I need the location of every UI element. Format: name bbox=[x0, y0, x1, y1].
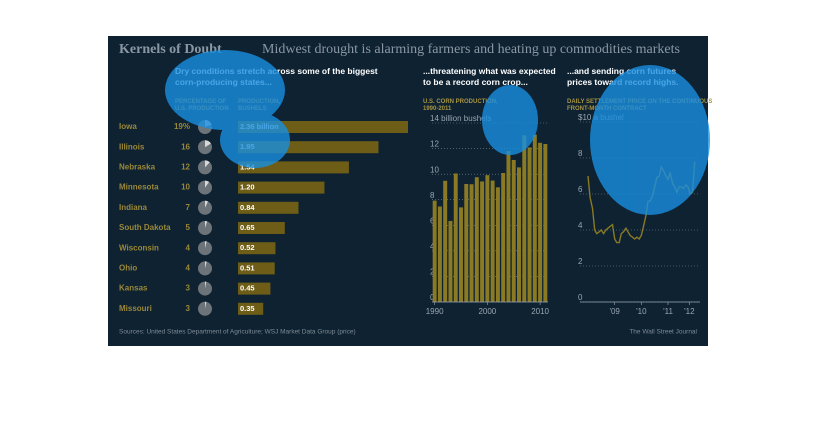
pie-label: 3 bbox=[186, 304, 191, 313]
bar bbox=[453, 173, 458, 302]
x-tick-label: 1990 bbox=[426, 307, 444, 316]
pie-label: 10 bbox=[181, 183, 190, 192]
bar bbox=[517, 167, 521, 302]
y-tick-label: 8 bbox=[430, 191, 435, 200]
x-tick-label: '09 bbox=[609, 307, 620, 316]
bar bbox=[474, 177, 479, 302]
bar bbox=[495, 187, 500, 302]
bar bbox=[543, 143, 548, 302]
pie-label: 7 bbox=[186, 203, 191, 212]
bar bbox=[238, 262, 275, 275]
bar bbox=[464, 183, 469, 302]
bar bbox=[448, 220, 453, 302]
category-label: Wisconsin bbox=[119, 243, 159, 252]
bar bbox=[238, 282, 271, 295]
pie-label: 19% bbox=[174, 122, 190, 131]
bar bbox=[485, 175, 490, 302]
category-label: Iowa bbox=[119, 122, 137, 131]
pie-label: 4 bbox=[186, 243, 191, 252]
pie-slice bbox=[205, 281, 207, 289]
y-tick-label: 4 bbox=[430, 242, 435, 251]
y-tick-label: 2 bbox=[430, 268, 435, 277]
category-label: Minnesota bbox=[119, 183, 159, 192]
value-label: 0.51 bbox=[240, 263, 255, 272]
pie-slice bbox=[205, 221, 208, 228]
pie-label: 16 bbox=[181, 142, 190, 151]
value-label: 0.52 bbox=[240, 243, 255, 252]
bar bbox=[506, 151, 511, 302]
y-tick-label: 10 bbox=[430, 165, 439, 174]
value-label: 0.65 bbox=[240, 223, 255, 232]
y-tick-label: 0 bbox=[430, 293, 435, 302]
y-tick-label: 6 bbox=[430, 216, 435, 225]
pie-slice bbox=[205, 261, 207, 269]
bar bbox=[538, 142, 543, 302]
category-label: Illinois bbox=[119, 142, 145, 151]
bar bbox=[480, 181, 485, 302]
category-label: Missouri bbox=[119, 304, 152, 313]
heat-overlay bbox=[165, 50, 710, 215]
y-tick-label: 2 bbox=[578, 257, 583, 266]
pie-label: 5 bbox=[186, 223, 191, 232]
pie-slice bbox=[205, 301, 207, 309]
pie-slice bbox=[205, 160, 210, 168]
bar bbox=[238, 302, 264, 315]
bar bbox=[527, 147, 532, 302]
pie-label: 4 bbox=[186, 264, 191, 273]
x-tick-label: '11 bbox=[663, 307, 673, 316]
category-label: Nebraska bbox=[119, 163, 156, 172]
bar bbox=[511, 159, 516, 302]
pie-slice bbox=[205, 200, 208, 208]
category-label: Kansas bbox=[119, 284, 148, 293]
bar bbox=[532, 134, 537, 302]
pie-slice bbox=[205, 180, 210, 188]
y-tick-label: 0 bbox=[578, 293, 583, 302]
value-label: 0.45 bbox=[240, 284, 255, 293]
bar bbox=[469, 184, 474, 302]
bar bbox=[501, 172, 506, 302]
y-tick-label: 12 bbox=[430, 140, 439, 149]
bar bbox=[490, 180, 495, 302]
category-label: Indiana bbox=[119, 203, 148, 212]
bar bbox=[238, 181, 325, 194]
bar bbox=[437, 206, 442, 302]
x-tick-label: '10 bbox=[636, 307, 647, 316]
x-tick-label: 2000 bbox=[478, 307, 496, 316]
pie-label: 12 bbox=[181, 163, 190, 172]
headline: Kernels of Doubt bbox=[119, 42, 222, 57]
pie-slice bbox=[205, 140, 211, 148]
bar bbox=[238, 242, 276, 255]
bar bbox=[238, 201, 299, 214]
bar bbox=[459, 207, 463, 302]
y-tick-label: 4 bbox=[578, 221, 583, 230]
category-label: Ohio bbox=[119, 264, 137, 273]
value-label: 0.35 bbox=[240, 304, 255, 313]
value-label: 1.20 bbox=[240, 183, 255, 192]
category-label: South Dakota bbox=[119, 223, 171, 232]
bar bbox=[432, 200, 437, 302]
dek: Midwest drought is alarming farmers and … bbox=[262, 42, 680, 57]
x-tick-label: 2010 bbox=[531, 307, 549, 316]
pie-label: 3 bbox=[186, 284, 191, 293]
source: Sources: United States Department of Agr… bbox=[119, 329, 356, 336]
credit: The Wall Street Journal bbox=[629, 329, 697, 336]
value-label: 0.84 bbox=[240, 203, 255, 212]
bar bbox=[522, 135, 527, 302]
heat-blob bbox=[590, 65, 710, 215]
y-tick-label: 8 bbox=[578, 149, 583, 158]
heat-blob bbox=[482, 85, 538, 155]
y-tick-label: 6 bbox=[578, 185, 583, 194]
y-tick-label: 14 billion bushels bbox=[430, 114, 491, 123]
heat-blob bbox=[165, 50, 285, 130]
heat-blob bbox=[220, 112, 290, 168]
chart-heading: U.S. CORN PRODUCTION, 1990-2011 bbox=[423, 99, 498, 112]
pie-slice bbox=[205, 241, 207, 249]
x-tick-label: '12 bbox=[684, 307, 695, 316]
bar bbox=[238, 222, 285, 234]
bar bbox=[443, 180, 448, 302]
chart-heading: ...threatening what was expected to be a … bbox=[423, 66, 556, 87]
